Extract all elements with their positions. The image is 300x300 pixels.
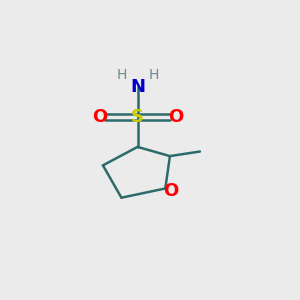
- Text: O: O: [164, 182, 179, 200]
- Text: H: H: [116, 68, 127, 82]
- Text: N: N: [130, 78, 145, 96]
- Text: S: S: [131, 108, 144, 126]
- Text: O: O: [92, 108, 107, 126]
- Text: O: O: [168, 108, 183, 126]
- Text: H: H: [148, 68, 159, 82]
